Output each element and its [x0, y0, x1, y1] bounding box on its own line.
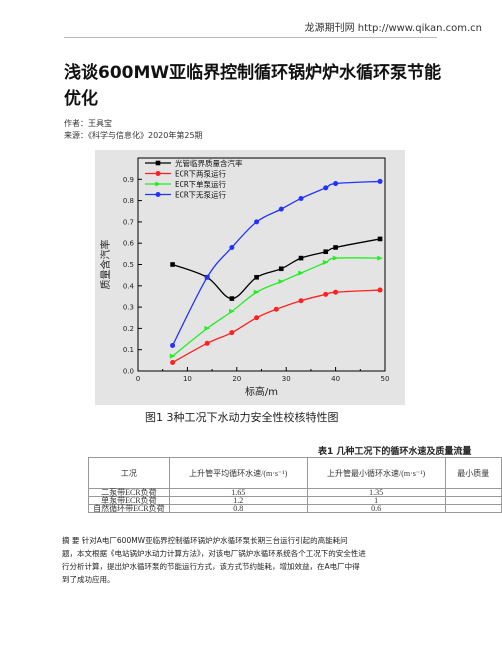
data-point	[278, 279, 285, 285]
plot-frame	[137, 157, 386, 372]
x-tick-label: 50	[381, 375, 390, 383]
data-point	[278, 206, 284, 212]
table-caption: 表1 几种工况下的循环水速及质量流量	[318, 447, 472, 457]
x-axis-title: 标高/m	[245, 385, 278, 398]
source-line: 来源：《科学与信息化》2020年第25期	[64, 131, 203, 140]
y-tick-label: 0.9	[123, 176, 134, 184]
series-3	[169, 255, 383, 359]
data-point	[377, 236, 383, 242]
data-point	[377, 287, 383, 293]
legend-marker	[155, 181, 161, 187]
x-tick-label: 20	[232, 375, 241, 383]
data-point	[298, 255, 304, 261]
table-header-cell: 工况	[88, 457, 170, 489]
data-point	[254, 219, 260, 225]
y-tick-label: 0.1	[123, 346, 134, 354]
data-point	[377, 255, 383, 261]
table-row: 自然循环带ECR负荷 0.8 0.6	[88, 504, 502, 513]
y-tick-label: 0.8	[123, 197, 134, 205]
data-point	[333, 289, 339, 295]
y-tick-label: 0.4	[123, 282, 135, 290]
chart-axes: 0 10 20 30 40 50 0.0 0.1 0.2 0.3 0.4 0.5 0.6 0.7 0.8 0.…	[123, 157, 390, 383]
data-point	[229, 330, 235, 336]
legend-label: ECR下两泵运行	[175, 169, 227, 179]
data-point	[377, 178, 383, 184]
data-point	[298, 270, 304, 276]
y-tick-label: 0.2	[123, 325, 134, 333]
data-table: 工况 上升管平均循环水速/(m·s⁻¹) 上升管最小循环水速/(m·s⁻¹) 最…	[88, 457, 502, 513]
data-point	[229, 308, 235, 314]
abstract: 摘 要 针对A电厂600MW亚临界控制循环锅炉炉水循环泵长期三台运行引起的高能耗…	[62, 534, 437, 586]
data-point	[204, 274, 210, 280]
header-source: 龙源期刊网 http://www.qikan.com.cn	[304, 23, 482, 34]
line-chart: 0 10 20 30 40 50 0.0 0.1 0.2 0.3 0.4 0.5 0.6 0.7 0.8 0.…	[99, 157, 390, 398]
y-tick-label: 0.0	[123, 368, 134, 376]
table-cell	[444, 488, 502, 497]
legend-marker	[155, 171, 161, 176]
y-axis-title: 质量含汽率	[99, 240, 112, 290]
abstract-line: 到了成功应用。	[62, 575, 115, 584]
data-point	[170, 262, 175, 267]
figure-caption: 图1 3种工况下水动力安全性校核特性图	[145, 411, 339, 424]
data-point	[322, 259, 329, 265]
data-point	[204, 340, 210, 346]
x-tick-label: 0	[136, 375, 140, 383]
table-header-row: 工况 上升管平均循环水速/(m·s⁻¹) 上升管最小循环水速/(m·s⁻¹) 最…	[88, 457, 502, 489]
y-tick-label: 0.6	[123, 240, 135, 248]
data-point	[333, 245, 338, 250]
legend-label: 光管临界质量含汽率	[175, 158, 243, 168]
header-divider	[64, 37, 437, 38]
series-4	[170, 178, 383, 348]
abstract-line: 题，本文根据《电站锅炉水动力计算方法》，对该电厂锅炉水循环系统各个工况下的安全性…	[62, 549, 366, 558]
table-header-cell: 上升管平均循环水速/(m·s⁻¹)	[168, 457, 308, 489]
data-point	[273, 306, 279, 312]
data-point	[333, 181, 339, 187]
data-point	[170, 359, 176, 365]
table-cell	[444, 504, 502, 513]
abstract-line: 摘 要 针对A电厂600MW亚临界控制循环锅炉炉水循环泵长期三台运行引起的高能耗…	[62, 536, 348, 545]
data-point	[229, 244, 235, 250]
legend-label: ECR下无泵运行	[175, 190, 227, 200]
figure-chart: 0 10 20 30 40 50 0.0 0.1 0.2 0.3 0.4 0.5 0.6 0.7 0.8 0.…	[95, 150, 405, 405]
data-point	[332, 255, 339, 261]
table-cell: 自然循环带ECR负荷	[88, 504, 170, 513]
data-point	[323, 185, 329, 191]
data-point	[298, 298, 304, 304]
table-header-cell: 最小质量	[444, 457, 502, 489]
abstract-line: 行分析计算，提出炉水循环泵的节能运行方式，该方式节约能耗，增加效益，在A电厂中得	[62, 562, 360, 571]
y-tick-label: 0.5	[123, 261, 134, 269]
chart-series	[169, 178, 383, 365]
data-point	[278, 266, 284, 272]
data-point	[298, 195, 304, 201]
author-line: 作者：王具宝	[64, 119, 112, 128]
legend-marker	[155, 192, 161, 197]
legend-label: ECR下单泵运行	[175, 179, 227, 189]
x-tick-label: 40	[331, 375, 340, 383]
y-tick-label: 0.3	[123, 304, 134, 312]
data-point	[229, 296, 235, 301]
data-point	[253, 289, 260, 295]
y-tick-label: 0.7	[123, 218, 134, 226]
data-point	[254, 274, 259, 280]
data-point	[169, 353, 176, 359]
data-point	[204, 325, 210, 331]
table-cell	[444, 496, 502, 505]
data-point	[323, 249, 329, 255]
x-tick-label: 10	[183, 375, 192, 383]
data-point	[323, 291, 329, 297]
data-point	[254, 315, 260, 321]
table-cell: 0.6	[306, 504, 446, 513]
x-tick-label: 30	[282, 375, 291, 383]
table-cell: 0.8	[168, 504, 308, 513]
table-header-cell: 上升管最小循环水速/(m·s⁻¹)	[306, 457, 446, 489]
data-point	[170, 342, 176, 348]
article-title: 浅谈600MW亚临界控制循环锅炉炉水循环泵节能优化	[64, 63, 442, 109]
legend-marker	[155, 160, 161, 166]
series-2	[170, 287, 383, 365]
